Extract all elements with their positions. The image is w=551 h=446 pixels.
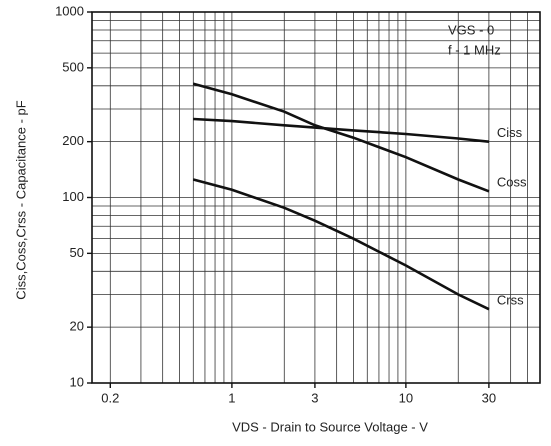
curve-label: Crss <box>497 293 524 308</box>
curve-label: Ciss <box>497 125 523 140</box>
annotation: f - 1 MHz <box>448 42 501 57</box>
y-axis-label: Ciss,Coss,Crss - Capacitance - pF <box>13 100 28 299</box>
y-tick-label: 200 <box>62 133 84 148</box>
y-tick-label: 10 <box>70 374 84 389</box>
curve-label: Coss <box>497 175 527 190</box>
x-tick-label: 30 <box>482 390 496 405</box>
x-tick-label: 3 <box>311 390 318 405</box>
y-tick-label: 1000 <box>55 3 84 18</box>
x-tick-label: 10 <box>399 390 413 405</box>
y-tick-label: 50 <box>70 245 84 260</box>
curve <box>192 82 490 193</box>
x-tick-label: 1 <box>228 390 235 405</box>
x-axis-label: VDS - Drain to Source Voltage - V <box>232 419 428 434</box>
plot-frame <box>91 11 541 384</box>
curve <box>192 178 490 311</box>
annotation-box <box>430 18 530 68</box>
curve <box>193 117 490 143</box>
y-tick-label: 20 <box>70 319 84 334</box>
y-tick-label: 100 <box>62 189 84 204</box>
y-tick-label: 500 <box>62 59 84 74</box>
x-tick-label: 0.2 <box>101 390 119 405</box>
